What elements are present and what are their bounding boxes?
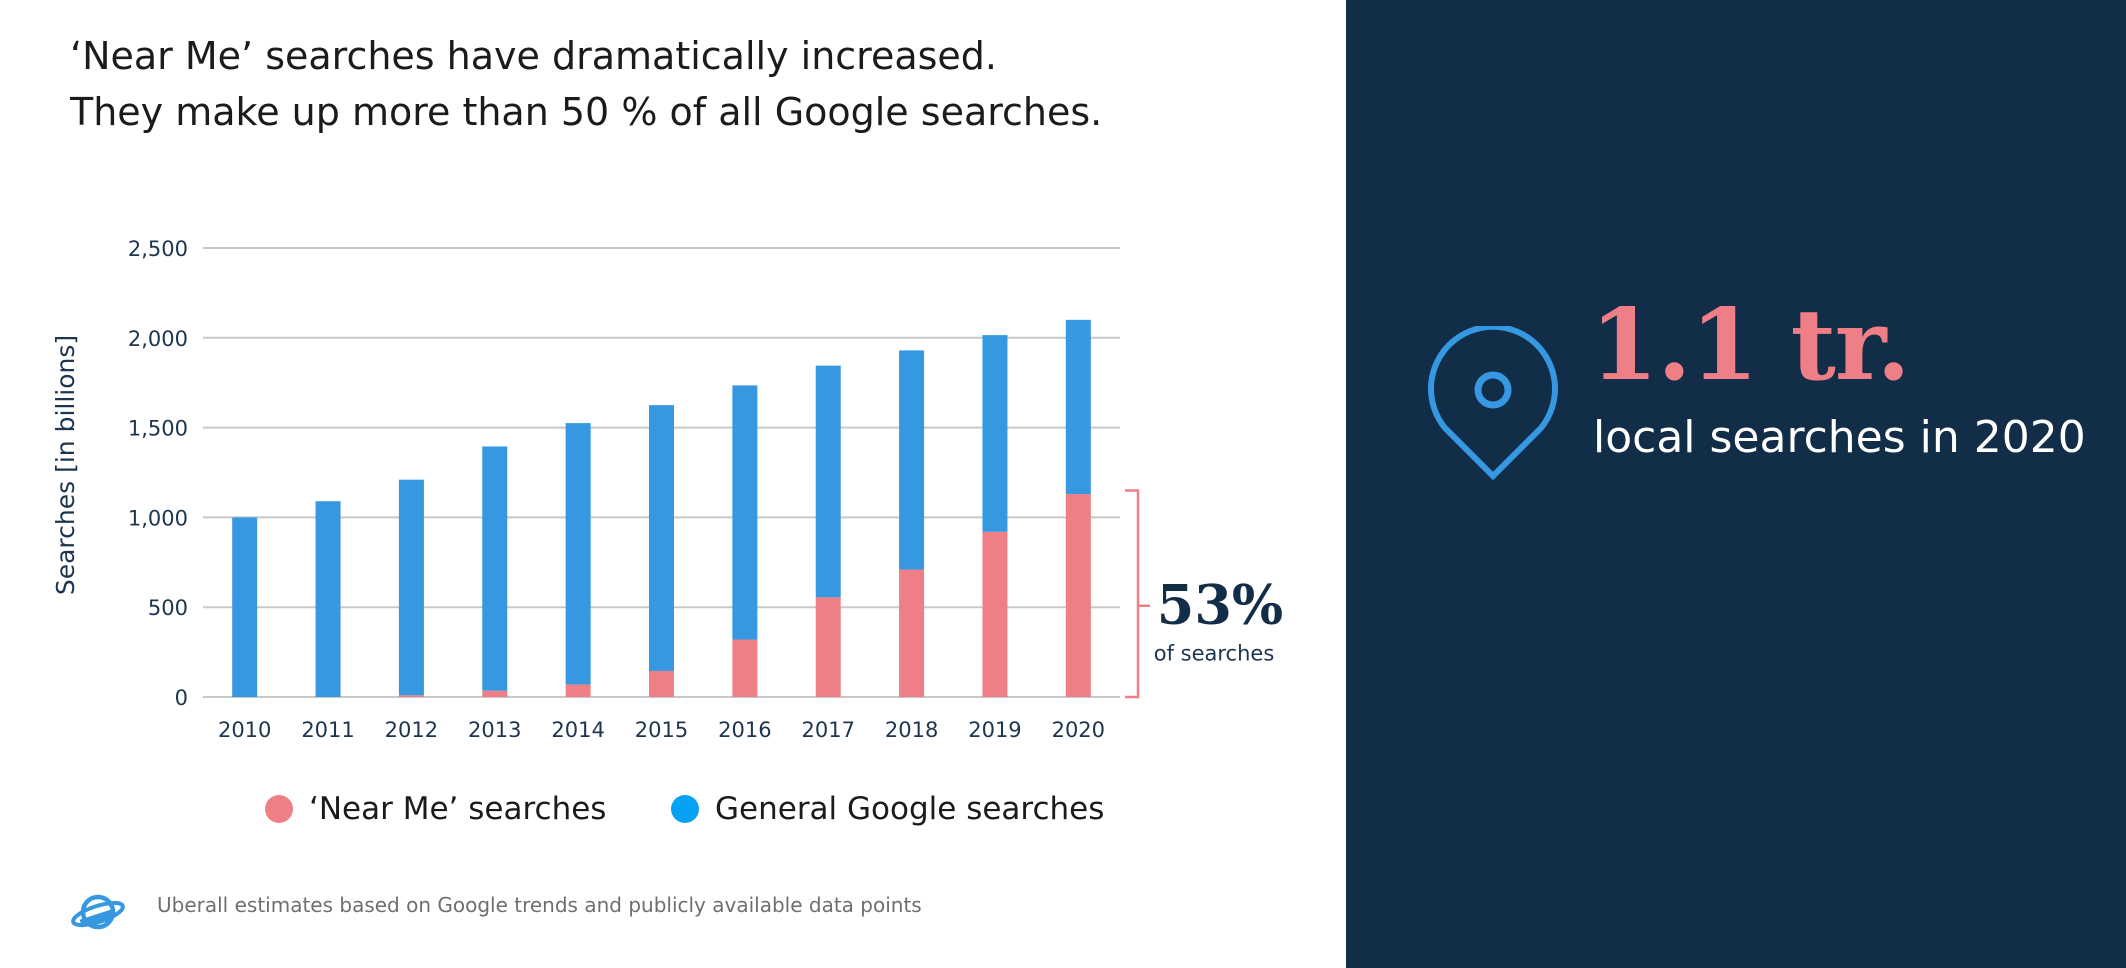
bar-general-2020 — [1065, 319, 1091, 495]
legend-item-general: General Google searches — [671, 787, 1104, 831]
x-tick-label: 2013 — [468, 718, 521, 742]
bar-near-me-2013 — [482, 690, 508, 697]
stat-value: 1.1 tr. — [1590, 288, 1911, 403]
y-tick-label: 1,500 — [128, 417, 188, 441]
footnote: Uberall estimates based on Google trends… — [157, 893, 922, 917]
stat-label: local searches in 2020 — [1593, 412, 2086, 463]
headline-line-1: ‘Near Me’ searches have dramatically inc… — [70, 34, 998, 78]
x-tick-label: 2018 — [885, 718, 938, 742]
bar-general-2014 — [565, 423, 591, 685]
y-tick-label: 500 — [148, 596, 188, 620]
x-tick-label: 2019 — [968, 718, 1021, 742]
y-tick-label: 2,000 — [128, 327, 188, 351]
annotation-bracket — [1125, 489, 1150, 699]
bars — [232, 319, 1091, 697]
bar-general-2018 — [899, 350, 925, 570]
y-tick-labels: 0 500 1,000 1,500 2,000 2,500 — [128, 237, 188, 710]
annotation-label: of searches — [1154, 642, 1275, 666]
bar-near-me-2016 — [732, 639, 758, 697]
x-tick-label: 2017 — [802, 718, 855, 742]
x-tick-label: 2012 — [385, 718, 438, 742]
legend-label-general: General Google searches — [715, 791, 1105, 827]
headline-line-2: They make up more than 50 % of all Googl… — [70, 90, 1103, 134]
annotation-value: 53% — [1157, 573, 1283, 637]
bar-near-me-2018 — [899, 569, 925, 697]
planet-logo-icon — [71, 894, 125, 930]
bar-general-2019 — [982, 335, 1008, 532]
bar-general-2016 — [732, 385, 758, 640]
legend-item-near-me: ‘Near Me’ searches — [265, 787, 606, 831]
location-pin-icon — [1428, 326, 1558, 481]
x-tick-label: 2020 — [1052, 718, 1105, 742]
legend-swatch-near-me — [265, 795, 293, 823]
bar-general-2013 — [482, 446, 508, 691]
x-tick-label: 2014 — [551, 718, 604, 742]
bar-general-2015 — [649, 405, 674, 671]
bar-near-me-2015 — [649, 670, 674, 697]
bar-near-me-2020 — [1065, 494, 1091, 697]
bar-near-me-2019 — [982, 531, 1008, 697]
bar-near-me-2014 — [565, 684, 591, 697]
legend-label-near-me: ‘Near Me’ searches — [309, 791, 607, 827]
bar-general-2010 — [232, 517, 258, 697]
share-annotation: 53% of searches — [1125, 489, 1283, 699]
y-tick-label: 1,000 — [128, 506, 188, 530]
y-tick-label: 0 — [175, 686, 188, 710]
bar-general-2011 — [315, 501, 341, 697]
stat-panel — [1346, 0, 2126, 968]
bar-near-me-2017 — [815, 597, 841, 697]
bar-general-2017 — [815, 365, 841, 598]
y-tick-label: 2,500 — [128, 237, 188, 261]
x-tick-label: 2015 — [635, 718, 688, 742]
bar-near-me-2012 — [398, 695, 424, 697]
x-tick-label: 2010 — [218, 718, 271, 742]
x-tick-label: 2011 — [301, 718, 354, 742]
y-axis-label: Searches [in billions] — [51, 335, 80, 595]
legend-swatch-general — [671, 795, 699, 823]
bar-general-2012 — [398, 479, 424, 696]
x-tick-labels: 2010 2011 2012 2013 2014 2015 2016 2017 2018 2019… — [218, 718, 1105, 742]
x-tick-label: 2016 — [718, 718, 771, 742]
